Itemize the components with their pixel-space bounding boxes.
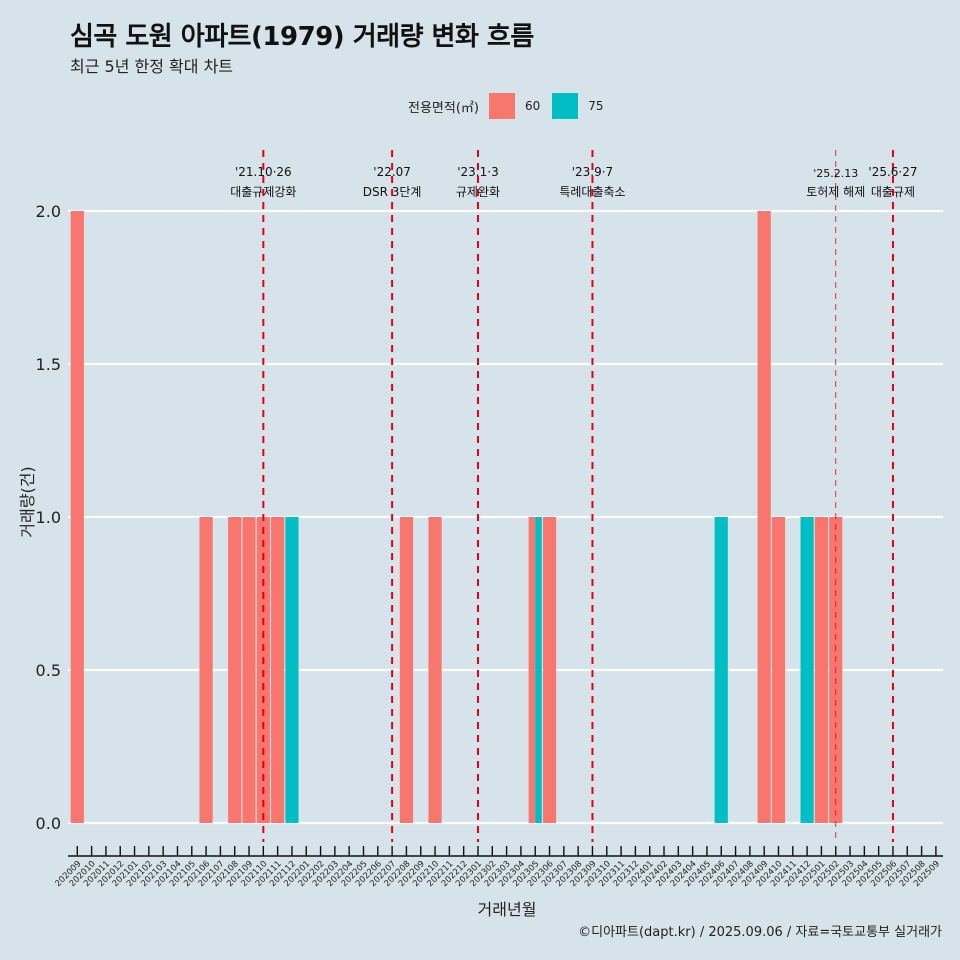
y-tick-label: 1.0: [36, 508, 61, 527]
annotation-date: '25.6·27: [868, 165, 917, 179]
y-tick-label: 2.0: [36, 202, 61, 221]
annotation-label: 대출규제강화: [230, 185, 296, 199]
annotation-label: 특례대출축소: [559, 185, 625, 199]
bar-60-202305: [528, 517, 536, 823]
annotation-label: 토허제 해제: [806, 185, 865, 199]
annotation-label: 대출규제: [871, 185, 915, 199]
bar-60-202109: [242, 517, 256, 823]
bar-60-202210: [428, 517, 442, 823]
bar-75-202112: [285, 517, 299, 823]
bar-60-202501: [814, 517, 829, 823]
bar-60-202009: [70, 211, 84, 823]
y-tick-label: 0.5: [36, 661, 61, 680]
bar-60-202409: [757, 211, 771, 823]
y-tick-label: 0.0: [36, 814, 61, 833]
bar-60-202410: [771, 517, 786, 823]
gridlines: [68, 209, 943, 825]
y-tick-label: 1.5: [36, 355, 61, 374]
annotation-date: '21.10·26: [235, 165, 292, 179]
chart-title: 심곡 도원 아파트(1979) 거래량 변화 흐름: [70, 22, 534, 52]
annotation-date: '23.1·3: [457, 165, 498, 179]
bar-60-202108: [228, 517, 242, 823]
legend-label-60: 60: [524, 99, 541, 113]
bar-60-202111: [271, 517, 285, 823]
legend-title: 전용면적(㎡): [408, 100, 479, 116]
annotation-lines: '21.10·26 대출규제강화 '22.07 DSR 3단계 '23.1·3 규제완화 '…: [230, 150, 918, 842]
annotation-label: 규제완화: [456, 185, 500, 199]
bar-60-202106: [199, 517, 213, 823]
annotation-date: '25.2.13: [813, 167, 858, 180]
annotation-date: '22.07: [373, 165, 411, 179]
bars: [70, 211, 843, 823]
bar-75-202412: [800, 517, 814, 823]
legend-key-75: [552, 93, 579, 119]
bar-60-202208: [399, 517, 414, 823]
bar-60-202306: [542, 517, 557, 823]
legend-key-60: [488, 93, 515, 119]
annotation-label: DSR 3단계: [363, 185, 422, 199]
footer-credit: ©디아파트(dapt.kr) / 2025.09.06 / 자료=국토교통부 실…: [578, 925, 942, 940]
chart-subtitle: 최근 5년 한정 확대 차트: [70, 57, 234, 76]
annotation-date: '23.9·7: [572, 165, 613, 179]
legend: 전용면적(㎡) 60 75: [408, 93, 606, 119]
bar-75-202406: [714, 517, 728, 823]
y-axis: 0.0 0.5 1.0 1.5 2.0: [36, 202, 61, 833]
x-axis-title: 거래년월: [478, 900, 537, 919]
legend-label-75: 75: [588, 99, 604, 113]
bar-75-202305: [535, 517, 542, 823]
y-axis-title: 거래량(건): [18, 466, 37, 537]
x-axis: 2020092020102020112020122021012021022021…: [53, 846, 943, 889]
